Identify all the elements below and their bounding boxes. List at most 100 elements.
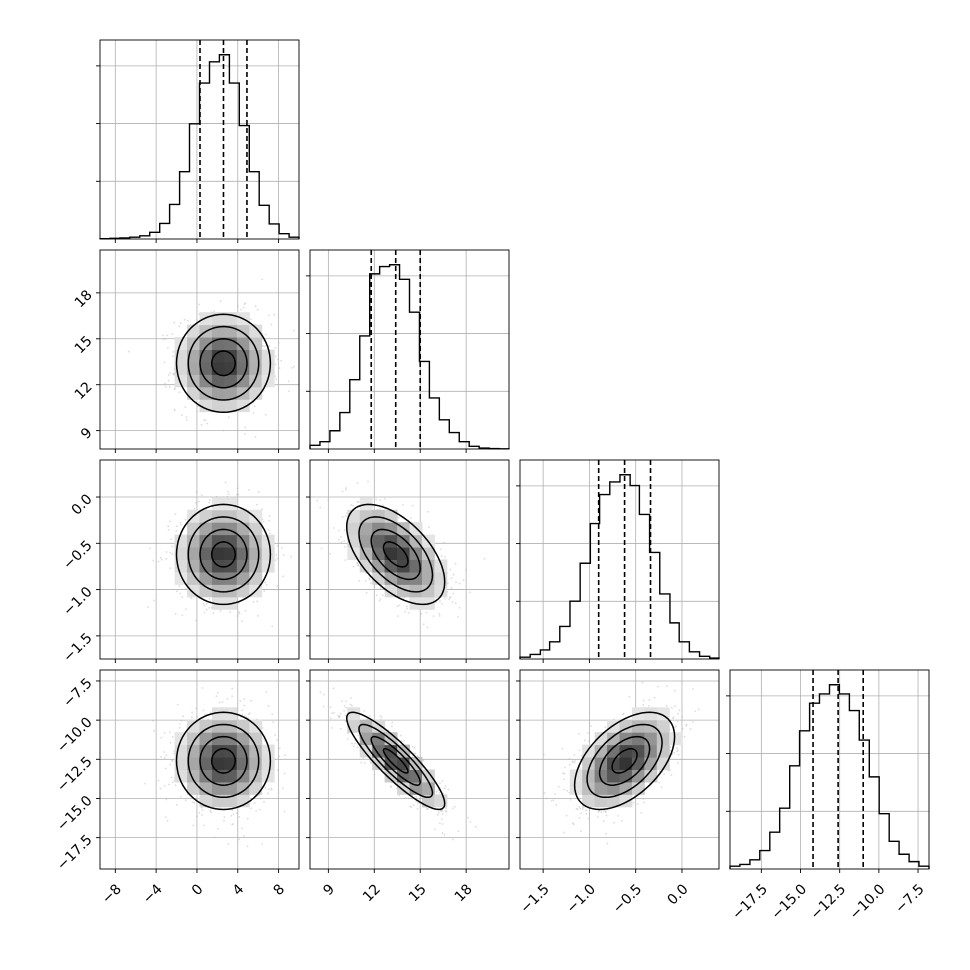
sample-point [165,798,168,801]
sample-point [157,779,160,782]
sample-point [360,761,362,764]
sample-point [343,705,346,707]
sample-point [172,355,174,357]
sample-point [190,597,193,600]
contour-level [345,711,446,811]
sample-point [271,713,274,715]
sample-point [400,734,402,737]
sample-point [203,605,206,607]
sample-point [331,712,333,714]
sample-point [443,833,446,836]
sample-point [186,465,188,467]
density-cell [211,596,225,610]
sample-point [179,322,182,325]
sample-point [169,372,172,374]
sample-point [345,487,348,489]
sample-point [259,797,262,800]
sample-point [250,807,253,810]
sample-point [685,724,688,727]
sample-point [276,739,279,741]
sample-point [192,824,195,827]
density-cell [211,534,225,548]
sample-point [175,530,178,532]
sample-point [181,596,184,599]
panel-frame [99,249,300,450]
sample-point [262,520,265,523]
sample-point [368,578,371,581]
sample-point [648,699,651,702]
sample-point [216,692,219,694]
density-cell [236,571,250,585]
density-cell [236,361,250,375]
sample-point [184,587,187,590]
density-cell [359,719,373,733]
sample-point [441,810,444,813]
density-cell [236,374,250,388]
sample-point [413,752,416,755]
density-cell [236,757,250,770]
sample-point [222,429,225,432]
sample-point [319,506,322,509]
density-cell [372,757,386,770]
sample-point [357,564,360,567]
density-cell [359,497,373,511]
panel-frame [729,669,930,870]
panel-frame [99,459,300,660]
sample-point [457,616,459,618]
density-cell [199,781,213,795]
density-cell [236,794,250,808]
sample-point [165,557,168,560]
density-cell [421,769,435,783]
sample-point [201,687,204,689]
sample-point [164,337,167,340]
density-cell [421,547,435,560]
sample-point [345,488,347,491]
density-cell [347,707,361,721]
sample-point [252,412,255,414]
sample-point [172,351,175,353]
sample-point [223,816,226,818]
sample-point [247,713,250,716]
sample-point [379,587,382,590]
sample-point [345,700,347,703]
scatter-panel-3-2 [306,459,510,663]
sample-point [453,805,456,808]
density-cell [211,399,225,413]
sample-point [238,611,240,614]
sample-point [391,725,393,728]
sample-point [261,508,263,511]
density-cell [359,732,373,746]
density-cell [384,534,398,548]
sample-point [191,801,194,803]
sample-point [462,579,465,582]
sample-point [160,736,163,739]
sample-point [276,557,279,560]
sample-point [203,713,206,716]
density-cell [249,547,263,560]
density-cell [249,349,263,363]
sample-point [267,705,270,708]
sample-point [384,497,386,500]
sample-point [474,825,477,828]
sample-point [288,390,290,392]
density-cell [174,547,188,560]
sample-point [165,754,168,756]
density-cell [236,559,250,573]
density-cell [249,386,263,400]
sample-point [320,547,323,550]
sample-point [203,419,206,422]
density-cell [224,707,238,721]
density-cell [347,522,361,536]
sample-point [441,813,444,815]
density-cell [249,361,263,375]
sample-point [332,687,335,690]
contour-level [210,350,236,377]
density-cell [199,559,213,573]
sample-point [175,803,178,806]
density-cell [187,584,200,598]
sample-point [261,278,264,281]
sample-point [369,760,372,762]
sample-point [403,739,405,742]
sample-point [236,812,239,815]
sample-point [282,554,285,556]
